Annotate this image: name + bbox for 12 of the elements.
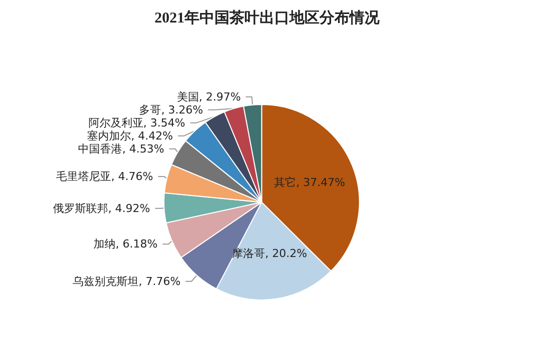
slice-label: 乌兹别克斯坦, 7.76% [72,274,181,288]
slice-label: 阿尔及利亚, 3.54% [88,116,186,130]
chart-title: 2021年中国茶叶出口地区分布情况 [154,10,380,26]
slice-label: 多哥, 3.26% [139,103,204,116]
slice-label: 毛里塔尼亚, 4.76% [56,170,154,184]
slice-label: 中国香港, 4.53% [78,142,164,156]
slice-label: 加纳, 6.18% [94,238,158,251]
slice-label: 塞内加尔, 4.42% [87,129,173,142]
slice-label: 美国, 2.97% [176,90,241,104]
slice-label: 俄罗斯联邦, 4.92% [53,202,150,215]
slice-label: 摩洛哥, 20.2% [232,246,308,260]
slice-label: 其它, 37.47% [274,176,346,189]
